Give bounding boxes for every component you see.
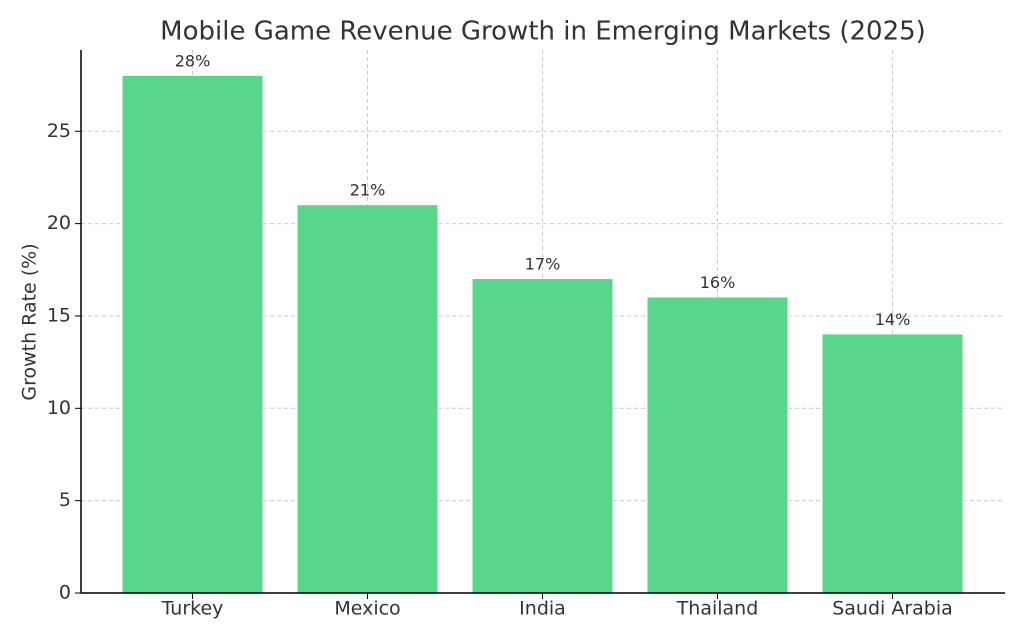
y-tick-label: 15	[47, 304, 71, 326]
chart-title: Mobile Game Revenue Growth in Emerging M…	[160, 17, 926, 47]
y-tick-label: 20	[47, 212, 71, 234]
x-tick-label: Turkey	[161, 598, 224, 620]
value-label: 28%	[175, 51, 211, 70]
bar	[472, 279, 613, 593]
bar	[647, 297, 788, 593]
value-label: 21%	[350, 181, 386, 200]
bar	[122, 75, 263, 594]
x-tick-label: Mexico	[334, 598, 400, 620]
value-label: 14%	[875, 310, 911, 329]
bar	[297, 205, 438, 593]
y-tick-label: 5	[59, 489, 71, 511]
value-label: 16%	[700, 273, 736, 292]
y-tick-label: 10	[47, 397, 71, 419]
x-tick-label: Saudi Arabia	[832, 598, 953, 620]
x-tick-label: Thailand	[676, 598, 759, 620]
y-tick-label: 0	[59, 582, 71, 604]
y-axis-label: Growth Rate (%)	[19, 243, 41, 400]
bar	[822, 334, 963, 593]
value-label: 17%	[525, 255, 561, 274]
x-tick-label: India	[519, 598, 566, 620]
y-tick-label: 25	[47, 120, 71, 142]
